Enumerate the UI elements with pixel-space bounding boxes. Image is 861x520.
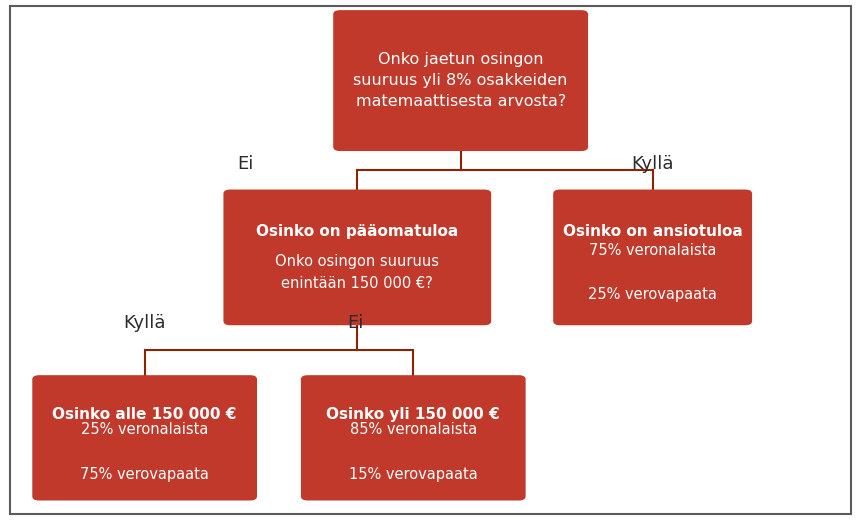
Text: Osinko yli 150 000 €: Osinko yli 150 000 € xyxy=(326,407,500,422)
Text: Onko jaetun osingon
suuruus yli 8% osakkeiden
matemaattisesta arvosta?: Onko jaetun osingon suuruus yli 8% osakk… xyxy=(354,52,567,109)
Text: Osinko on pääomatuloa: Osinko on pääomatuloa xyxy=(257,225,458,239)
Text: Osinko alle 150 000 €: Osinko alle 150 000 € xyxy=(53,407,237,422)
FancyBboxPatch shape xyxy=(33,375,257,500)
FancyBboxPatch shape xyxy=(553,190,753,326)
Text: 75% veronalaista

25% verovapaata: 75% veronalaista 25% verovapaata xyxy=(588,243,717,303)
Text: Osinko on ansiotuloa: Osinko on ansiotuloa xyxy=(563,225,742,239)
Text: 25% veronalaista

75% verovapaata: 25% veronalaista 75% verovapaata xyxy=(80,422,209,482)
Text: Kyllä: Kyllä xyxy=(631,155,674,173)
Text: Ei: Ei xyxy=(347,315,364,332)
Text: Ei: Ei xyxy=(237,155,254,173)
Text: 85% veronalaista

15% verovapaata: 85% veronalaista 15% verovapaata xyxy=(349,422,478,482)
Text: Onko osingon suuruus
enintään 150 000 €?: Onko osingon suuruus enintään 150 000 €? xyxy=(276,254,439,291)
FancyBboxPatch shape xyxy=(301,375,526,500)
FancyBboxPatch shape xyxy=(10,6,851,514)
Text: Kyllä: Kyllä xyxy=(123,315,166,332)
FancyBboxPatch shape xyxy=(333,10,588,151)
FancyBboxPatch shape xyxy=(223,190,491,326)
